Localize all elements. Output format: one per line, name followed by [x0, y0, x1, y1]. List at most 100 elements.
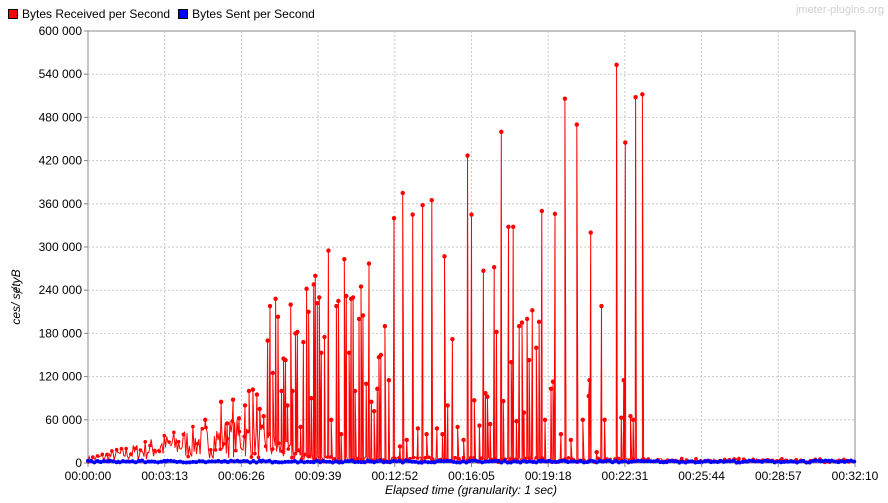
received-point: [509, 360, 514, 365]
sent-point: [318, 460, 323, 465]
sent-point: [372, 460, 377, 465]
sent-point: [359, 460, 364, 465]
received-point: [410, 212, 415, 217]
sent-point: [575, 459, 580, 464]
received-point: [517, 324, 521, 329]
received-point: [298, 424, 303, 430]
sent-point: [260, 458, 265, 463]
received-point: [129, 452, 133, 456]
received-point: [411, 455, 416, 460]
sent-point: [442, 459, 447, 464]
received-point: [261, 414, 266, 419]
received-point: [224, 421, 230, 426]
x-tick-label: 00:19:18: [525, 469, 572, 483]
sent-point: [146, 459, 151, 464]
sent-point: [480, 460, 485, 465]
received-point: [342, 257, 347, 262]
sent-point: [397, 458, 402, 463]
sent-point: [785, 459, 790, 464]
legend-label-received: Bytes Received per Second: [22, 7, 171, 21]
received-point: [453, 455, 458, 460]
received-point: [267, 303, 273, 309]
sent-point: [159, 459, 164, 464]
sent-point: [423, 459, 428, 464]
sent-point: [620, 459, 625, 464]
received-point: [369, 399, 374, 404]
sent-point: [378, 458, 383, 463]
received-point: [542, 417, 548, 422]
sent-point: [86, 458, 90, 463]
received-point: [339, 432, 343, 437]
sent-point: [438, 458, 443, 463]
sent-point: [661, 460, 666, 465]
received-point: [133, 446, 138, 451]
sent-point: [849, 458, 854, 463]
sent-point: [569, 459, 574, 464]
received-point: [568, 437, 574, 443]
received-point: [461, 455, 466, 460]
received-point: [440, 432, 445, 437]
sent-point: [531, 459, 536, 464]
received-point: [329, 417, 334, 422]
received-point: [270, 447, 275, 451]
sent-point: [623, 459, 628, 464]
received-point: [181, 432, 186, 437]
sent-point: [273, 459, 278, 464]
received-point: [283, 358, 288, 362]
sent-point: [807, 460, 812, 465]
legend-item-received[interactable]: Bytes Received per Second: [8, 7, 170, 21]
received-point: [356, 316, 362, 322]
legend-item-sent[interactable]: Bytes Sent per Second: [178, 7, 315, 21]
received-point: [621, 378, 626, 383]
sent-point: [483, 459, 488, 464]
sent-point: [429, 460, 434, 465]
sent-point: [225, 460, 230, 465]
received-point: [524, 316, 530, 322]
received-point: [469, 212, 474, 217]
sent-point: [696, 460, 701, 465]
sent-point: [362, 460, 367, 465]
x-tick-label: 00:12:52: [371, 469, 418, 483]
y-tick-label: 60 000: [45, 413, 82, 427]
received-point: [195, 441, 200, 446]
x-tick-label: 00:00:00: [65, 469, 112, 483]
received-point: [619, 415, 624, 420]
sent-point: [470, 458, 475, 463]
received-point: [397, 456, 401, 460]
sent-point: [165, 458, 170, 463]
y-tick-label: 240 000: [39, 283, 83, 297]
received-point: [167, 440, 171, 444]
received-point: [461, 437, 466, 443]
sent-point: [794, 460, 799, 465]
received-point: [477, 423, 482, 428]
legend-swatch-received: [8, 9, 18, 19]
sent-point: [664, 460, 669, 465]
sent-point: [451, 459, 456, 464]
sent-point: [581, 460, 586, 465]
received-point: [306, 454, 311, 459]
sent-point: [690, 459, 695, 464]
received-point: [499, 129, 504, 134]
received-point: [230, 397, 236, 402]
sent-point: [302, 460, 307, 465]
received-point: [124, 446, 128, 451]
sent-point: [680, 459, 685, 464]
sent-point: [353, 460, 358, 465]
y-tick-label: 600 000: [39, 24, 83, 38]
sent-point: [175, 460, 180, 465]
received-point: [290, 455, 294, 460]
received-point: [346, 350, 352, 356]
received-point: [566, 456, 571, 460]
sent-point: [340, 460, 345, 465]
received-point: [352, 388, 358, 394]
sent-point: [492, 459, 497, 464]
sent-point: [95, 459, 100, 464]
received-point: [325, 455, 330, 459]
series-sent: [86, 458, 857, 465]
sent-point: [190, 459, 195, 464]
received-point: [580, 417, 585, 422]
legend-swatch-sent: [178, 9, 189, 19]
received-point: [293, 451, 298, 456]
sent-point: [705, 458, 710, 463]
sent-point: [626, 460, 631, 465]
